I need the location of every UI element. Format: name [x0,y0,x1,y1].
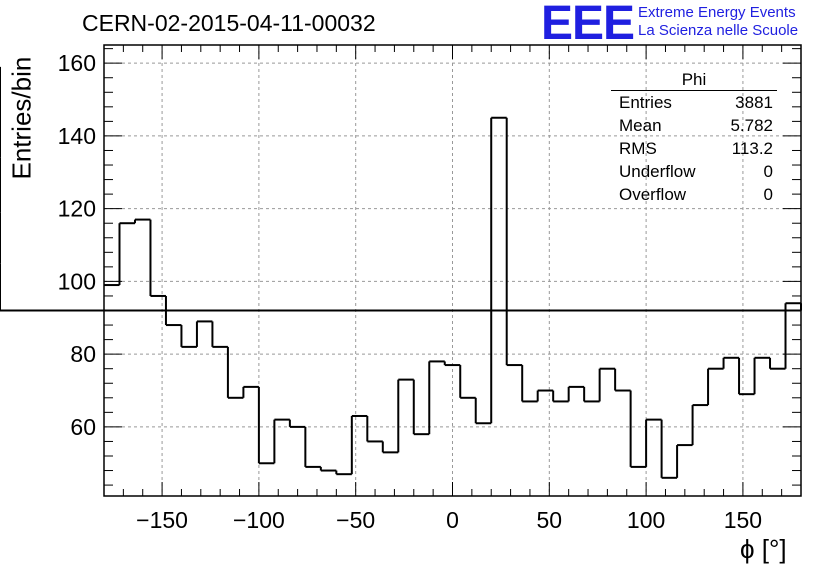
x-axis-label: ϕ [°] [740,534,787,564]
y-tick-label: 100 [58,268,96,294]
stats-value: 3881 [735,93,773,112]
x-tick-label: 100 [627,507,665,533]
stats-row-entries: Entries 3881 [611,91,777,114]
stats-label: RMS [619,139,657,158]
stats-row-mean: Mean 5.782 [611,114,777,137]
stats-label: Entries [619,93,672,112]
y-tick-label: 140 [58,123,96,149]
stats-row-overflow: Overflow 0 [611,183,777,206]
x-tick-label: 0 [446,507,459,533]
run-title: CERN-02-2015-04-11-00032 [82,10,376,36]
x-tick-label: 150 [724,507,762,533]
stats-label: Underflow [619,162,696,181]
x-tick-label: −50 [336,507,375,533]
logo-caption-line1: Extreme Energy Events [638,4,796,21]
stats-label: Overflow [619,185,687,204]
stats-value: 113.2 [731,139,773,158]
stats-value: 0 [763,162,773,181]
y-tick-label: 120 [58,196,96,222]
stats-box: Phi Entries 3881 Mean 5.782 RMS 113.2 Un… [611,70,777,206]
stats-row-underflow: Underflow 0 [611,160,777,183]
stats-row-rms: RMS 113.2 [611,137,777,160]
logo-caption: Extreme Energy Events La Scienza nelle S… [638,4,798,40]
x-tick-label: 50 [537,507,563,533]
logo-caption-line2: La Scienza nelle Scuole [638,22,799,39]
stats-value: 5.782 [730,116,773,135]
stats-title: Phi [611,70,777,91]
stats-value: 0 [763,185,773,204]
y-tick-label: 60 [70,414,96,440]
x-tick-label: −150 [136,507,188,533]
y-axis-label: Entries/bin [6,56,37,180]
stats-label: Mean [619,116,662,135]
y-tick-label: 80 [70,341,96,367]
x-tick-label: −100 [233,507,285,533]
y-tick-label: 160 [58,50,96,76]
eee-logo: EEE [541,0,635,50]
